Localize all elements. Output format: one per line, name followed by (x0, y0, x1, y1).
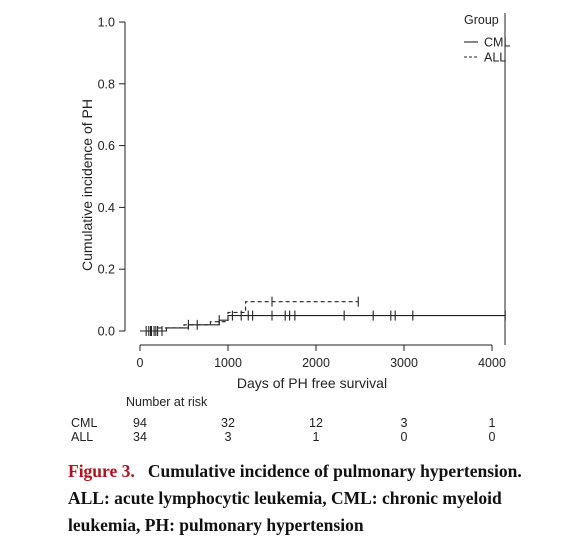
axes: 0.0 0.2 0.4 0.6 0.8 1.0 0 1000 2000 3000 4000 (98, 13, 506, 370)
y-tick-label: 0.8 (98, 77, 115, 91)
risk-row-label: ALL (71, 430, 93, 444)
caption-title: Cumulative incidence of pulmonary hypert… (147, 461, 522, 481)
y-axis-label: Cumulative incidence of PH (79, 99, 95, 271)
x-tick-label: 3000 (390, 356, 418, 370)
risk-cell: 34 (133, 430, 147, 444)
series-line-all (140, 301, 359, 332)
caption-body: ALL: acute lymphocytic leukemia, CML: ch… (68, 488, 502, 535)
km-chart: 0.0 0.2 0.4 0.6 0.8 1.0 0 1000 2000 3000 4000 Grou… (71, 13, 510, 444)
risk-cell: 32 (221, 416, 235, 430)
risk-table-title: Number at risk (126, 395, 208, 409)
risk-cell: 1 (313, 430, 320, 444)
y-tick-label: 1.0 (98, 16, 115, 30)
x-tick-label: 0 (137, 356, 144, 370)
risk-row-label: CML (71, 416, 97, 430)
y-tick-label: 0.0 (98, 325, 115, 339)
risk-cell: 3 (401, 416, 408, 430)
series-line-cml (140, 315, 506, 332)
x-tick-label: 1000 (214, 356, 242, 370)
figure-caption: Figure 3. Cumulative incidence of pulmon… (68, 458, 558, 539)
risk-cell: 12 (309, 416, 323, 430)
legend-label-all: ALL (484, 51, 506, 65)
legend-title: Group (464, 13, 499, 27)
risk-cell: 94 (133, 416, 147, 430)
x-axis-label: Days of PH free survival (237, 375, 387, 391)
x-tick-label: 2000 (302, 356, 330, 370)
series-layer (140, 296, 506, 336)
legend-label-cml: CML (484, 36, 510, 50)
risk-cell: 3 (225, 430, 232, 444)
caption-label: Figure 3. (68, 461, 135, 481)
y-tick-label: 0.6 (98, 139, 115, 153)
x-tick-label: 4000 (478, 356, 506, 370)
y-tick-label: 0.2 (98, 263, 115, 277)
risk-cell: 0 (401, 430, 408, 444)
risk-cell: 0 (489, 430, 496, 444)
y-tick-label: 0.4 (98, 201, 115, 215)
risk-cell: 1 (489, 416, 496, 430)
